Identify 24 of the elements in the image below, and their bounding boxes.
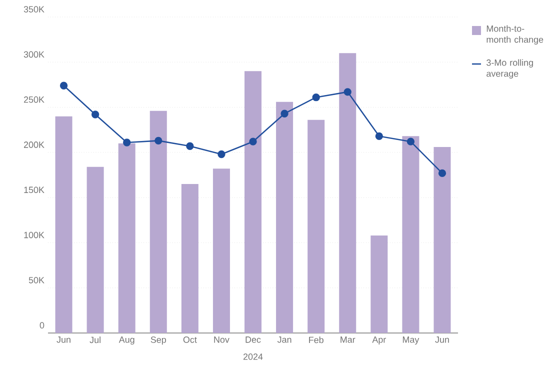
- x-tick-label: Nov: [214, 336, 230, 343]
- y-tick-label: 0: [40, 322, 44, 328]
- x-tick-label: May: [402, 336, 420, 345]
- x-tick-label: Jun: [56, 336, 70, 343]
- y-tick-label: 200K: [24, 142, 44, 148]
- x-tick-label: Mar: [340, 336, 356, 343]
- legend-label: Month-to-month change: [486, 25, 544, 45]
- x-tick-label: Jan: [277, 336, 292, 343]
- x-tick-label: Sep: [150, 336, 166, 345]
- y-tick-label: 250K: [24, 96, 44, 103]
- y-tick-label: 350K: [24, 6, 44, 12]
- y-tick-label: 300K: [24, 51, 44, 58]
- text: 2024: [243, 354, 263, 360]
- x-tick-label: Feb: [309, 336, 324, 344]
- y-tick-label: 100K: [24, 232, 44, 238]
- y-tick-label: 50K: [28, 276, 44, 284]
- x-tick-label: Dec: [246, 336, 261, 343]
- x-tick-label: Aug: [118, 336, 134, 345]
- x-tick-label: Oct: [183, 336, 197, 343]
- x-tick-label: Jun: [435, 336, 449, 343]
- x-tick-label: Apr: [372, 336, 386, 345]
- legend-label: 3-Mo rolling average: [486, 59, 533, 79]
- y-tick-label: 150K: [24, 186, 44, 194]
- x-tick-label: Jul: [90, 336, 100, 344]
